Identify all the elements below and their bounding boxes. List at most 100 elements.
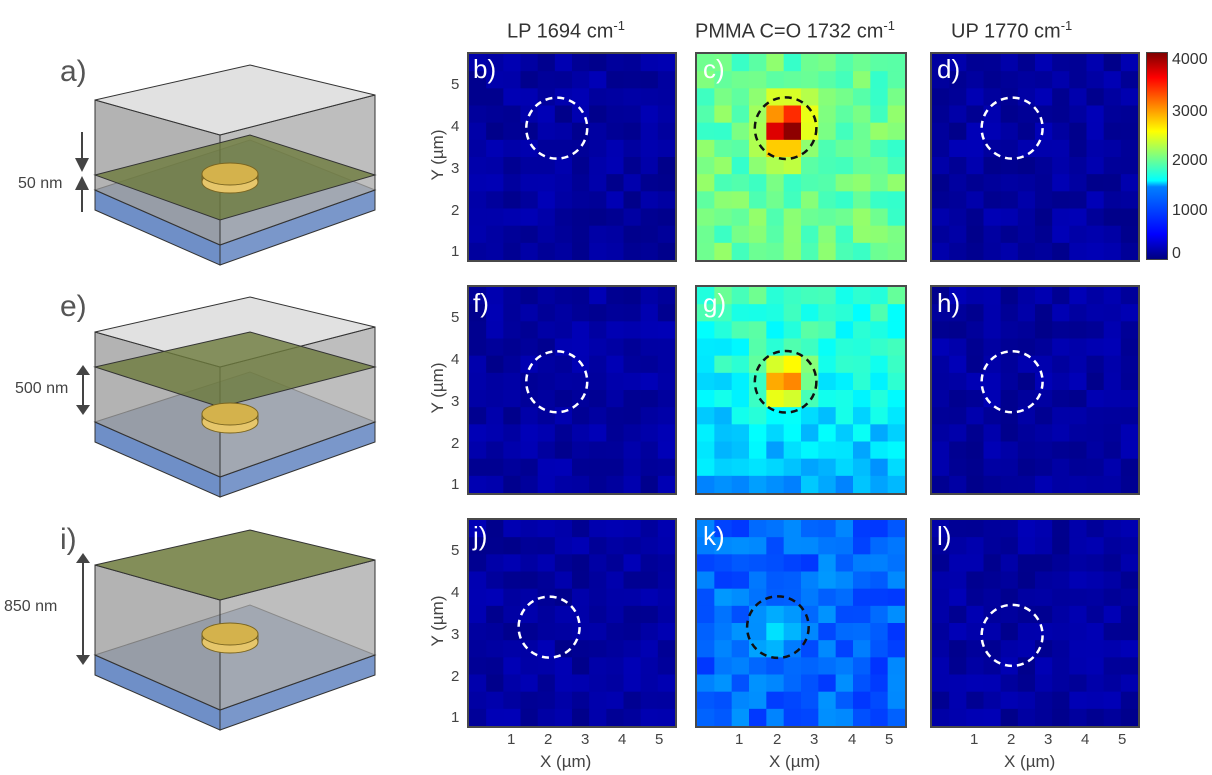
heatmap-cell bbox=[537, 287, 556, 305]
heatmap-cell bbox=[572, 191, 590, 209]
heatmap-cell bbox=[554, 537, 573, 555]
heatmap-cell bbox=[966, 571, 984, 590]
heatmap-cell bbox=[766, 554, 785, 572]
heatmap-cell bbox=[1017, 475, 1036, 493]
heatmap-cell bbox=[983, 657, 1002, 675]
heatmap-cell bbox=[520, 208, 539, 227]
heatmap-cell bbox=[932, 54, 950, 72]
heatmap-cell bbox=[623, 708, 642, 726]
heatmap-cell bbox=[537, 588, 556, 607]
heatmap-cell bbox=[1000, 588, 1019, 607]
heatmap-cell bbox=[1120, 321, 1138, 339]
heatmap-cell bbox=[537, 157, 556, 175]
heatmap-cell bbox=[1000, 623, 1019, 641]
heatmap-cell bbox=[503, 458, 521, 477]
heatmap-cell bbox=[853, 554, 871, 572]
heatmap-cell bbox=[503, 571, 521, 590]
heatmap-h bbox=[930, 285, 1140, 495]
heatmap-cell bbox=[1052, 588, 1070, 607]
heatmap-cell bbox=[1103, 88, 1122, 106]
heatmap-cell bbox=[766, 208, 785, 227]
heatmap-cell bbox=[640, 571, 659, 590]
thickness-label-850nm: 850 nm bbox=[4, 598, 58, 615]
heatmap-cell bbox=[1000, 390, 1019, 408]
heatmap-cell bbox=[1069, 441, 1087, 460]
heatmap-cell bbox=[554, 623, 573, 641]
heatmap-cell bbox=[572, 554, 590, 572]
heatmap-cell bbox=[469, 321, 487, 339]
heatmap-cell bbox=[835, 588, 854, 607]
heatmap-cell bbox=[870, 304, 889, 322]
heatmap-cell bbox=[932, 225, 950, 244]
heatmap-cell bbox=[714, 54, 733, 72]
heatmap-cell bbox=[520, 321, 539, 339]
heatmap-cell bbox=[835, 475, 854, 493]
heatmap-cell bbox=[870, 105, 889, 124]
heatmap-cell bbox=[835, 71, 854, 89]
x-tick-c2-4: 4 bbox=[848, 731, 857, 748]
heatmap-cell bbox=[572, 605, 590, 624]
heatmap-cell bbox=[932, 424, 950, 442]
heatmap-cell bbox=[966, 338, 984, 357]
heatmap-cell bbox=[887, 105, 905, 124]
heatmap-cell bbox=[966, 554, 984, 572]
heatmap-cell bbox=[640, 390, 659, 408]
heatmap-cell bbox=[949, 537, 967, 555]
heatmap-cell bbox=[657, 605, 675, 624]
heatmap-cell bbox=[572, 321, 590, 339]
heatmap-cell bbox=[697, 105, 715, 124]
heatmap-cell bbox=[554, 588, 573, 607]
heatmap-cell bbox=[537, 640, 556, 658]
heatmap-cell bbox=[1035, 537, 1053, 555]
heatmap-cell bbox=[731, 372, 750, 391]
heatmap-cell bbox=[486, 623, 504, 641]
heatmap-cell bbox=[520, 657, 539, 675]
heatmap-cell bbox=[520, 225, 539, 244]
heatmap-cell bbox=[1017, 225, 1036, 244]
heatmap-d bbox=[930, 52, 1140, 262]
heatmap-cell bbox=[766, 355, 785, 374]
heatmap-cell bbox=[1035, 520, 1053, 538]
heatmap-cell bbox=[657, 623, 675, 641]
heatmap-cell bbox=[714, 520, 733, 538]
heatmap-cell bbox=[1086, 105, 1105, 124]
heatmap-cell bbox=[640, 657, 659, 675]
heatmap-cell bbox=[949, 441, 967, 460]
heatmap-cell bbox=[1086, 520, 1105, 538]
heatmap-cell bbox=[1069, 372, 1087, 391]
heatmap-cell bbox=[932, 174, 950, 192]
heatmap-cell bbox=[606, 588, 624, 607]
heatmap-cell bbox=[537, 71, 556, 89]
heatmap-cell bbox=[589, 640, 607, 658]
heatmap-cell bbox=[1120, 691, 1138, 710]
heatmap-cell bbox=[486, 708, 504, 726]
disk-outline-circle bbox=[753, 349, 818, 414]
heatmap-cell bbox=[714, 242, 733, 260]
heatmap-cell bbox=[1017, 605, 1036, 624]
heatmap-cell bbox=[714, 71, 733, 89]
heatmap-cell bbox=[887, 191, 905, 209]
heatmap-cell bbox=[853, 157, 871, 175]
heatmap-cell bbox=[983, 88, 1002, 106]
heatmap-cell bbox=[572, 657, 590, 675]
heatmap-cell bbox=[554, 520, 573, 538]
heatmap-cell bbox=[486, 225, 504, 244]
heatmap-cell bbox=[1103, 640, 1122, 658]
heatmap-cell bbox=[749, 691, 767, 710]
heatmap-cell bbox=[932, 355, 950, 374]
heatmap-cell bbox=[623, 208, 642, 227]
heatmap-cell bbox=[589, 208, 607, 227]
heatmap-cell bbox=[966, 623, 984, 641]
heatmap-cell bbox=[835, 674, 854, 693]
heatmap-cell bbox=[966, 537, 984, 555]
heatmap-cell bbox=[469, 208, 487, 227]
heatmap-cell bbox=[887, 71, 905, 89]
heatmap-cell bbox=[1120, 242, 1138, 260]
heatmap-cell bbox=[697, 287, 715, 305]
heatmap-cell bbox=[731, 122, 750, 141]
heatmap-cell bbox=[469, 71, 487, 89]
heatmap-cell bbox=[503, 407, 521, 425]
x-tick-c1-4: 4 bbox=[618, 731, 627, 748]
heatmap-cell bbox=[657, 287, 675, 305]
heatmap-cell bbox=[1052, 571, 1070, 590]
